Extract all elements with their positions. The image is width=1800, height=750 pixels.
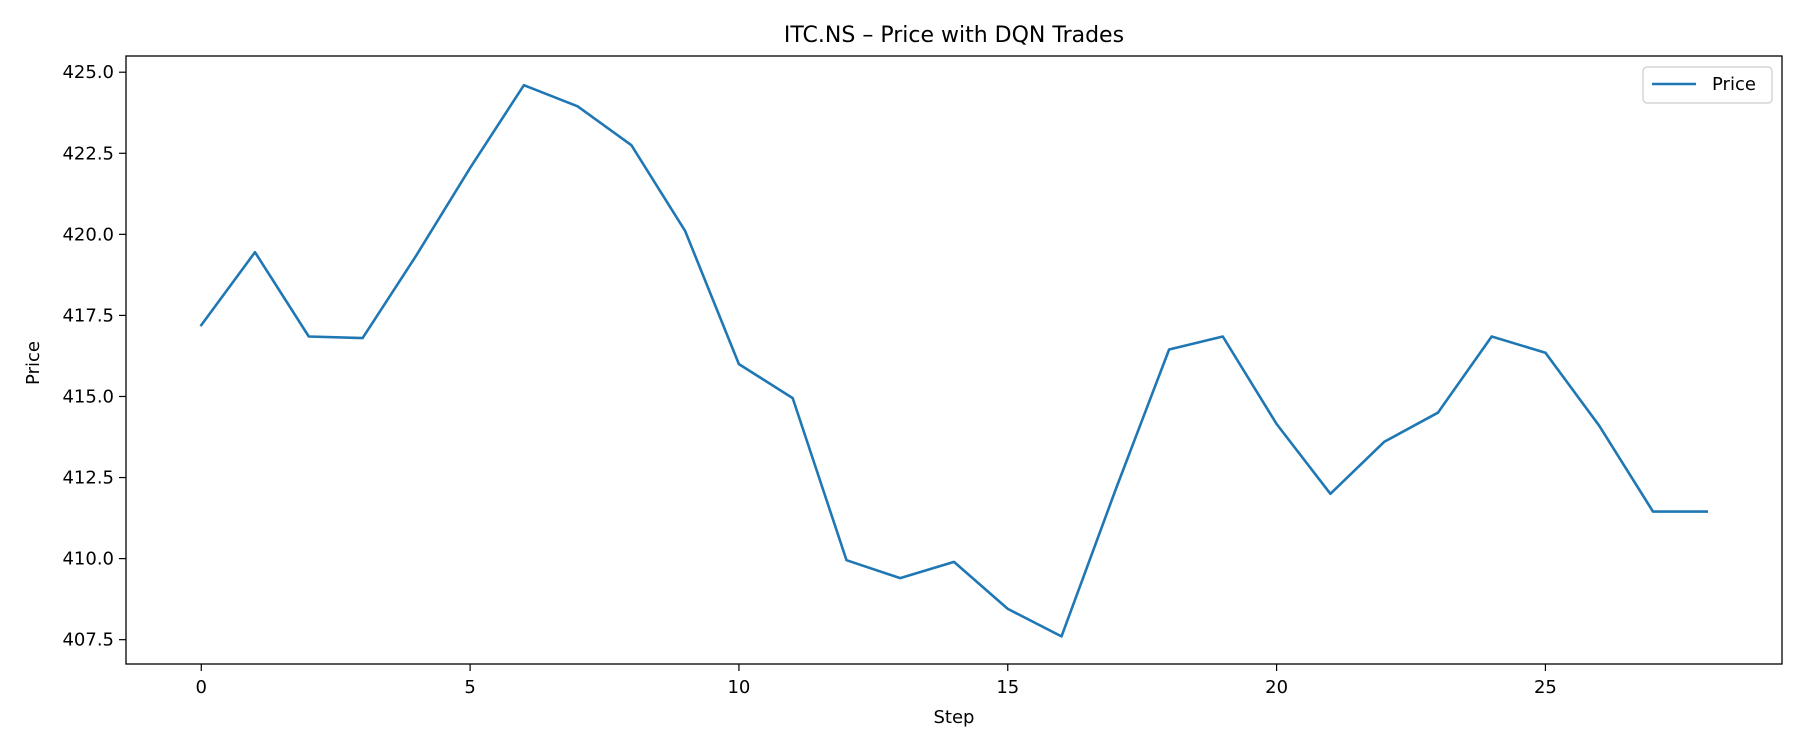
x-tick-label: 20 [1265, 677, 1288, 698]
x-tick-label: 5 [464, 677, 475, 698]
y-tick-label: 412.5 [62, 468, 114, 489]
series-line-price [199, 83, 1708, 638]
y-tick-label: 410.0 [62, 549, 114, 570]
y-tick-label: 407.5 [62, 630, 114, 651]
plot-frame [125, 55, 1783, 665]
legend: Price [1642, 66, 1773, 104]
y-tick-label: 425.0 [62, 62, 114, 83]
y-tick-label: 417.5 [62, 305, 114, 326]
x-axis-title: Step [934, 707, 975, 728]
legend-label-price: Price [1712, 74, 1756, 95]
x-tick-label: 15 [996, 677, 1019, 698]
chart-title: ITC.NS – Price with DQN Trades [784, 23, 1124, 48]
series-layer [199, 83, 1708, 638]
x-tick-label: 10 [727, 677, 750, 698]
legend-box [1642, 66, 1773, 104]
y-axis-title: Price [23, 341, 44, 385]
axis-ticks: 0 5 10 15 20 25 407.5 410.0 412.5 415.0 417.5 420.0… [62, 62, 1556, 698]
y-tick-label: 415.0 [62, 386, 114, 407]
x-tick-label: 25 [1534, 677, 1557, 698]
x-tick-label: 0 [196, 677, 207, 698]
y-tick-label: 420.0 [62, 224, 114, 245]
y-tick-label: 422.5 [62, 143, 114, 164]
